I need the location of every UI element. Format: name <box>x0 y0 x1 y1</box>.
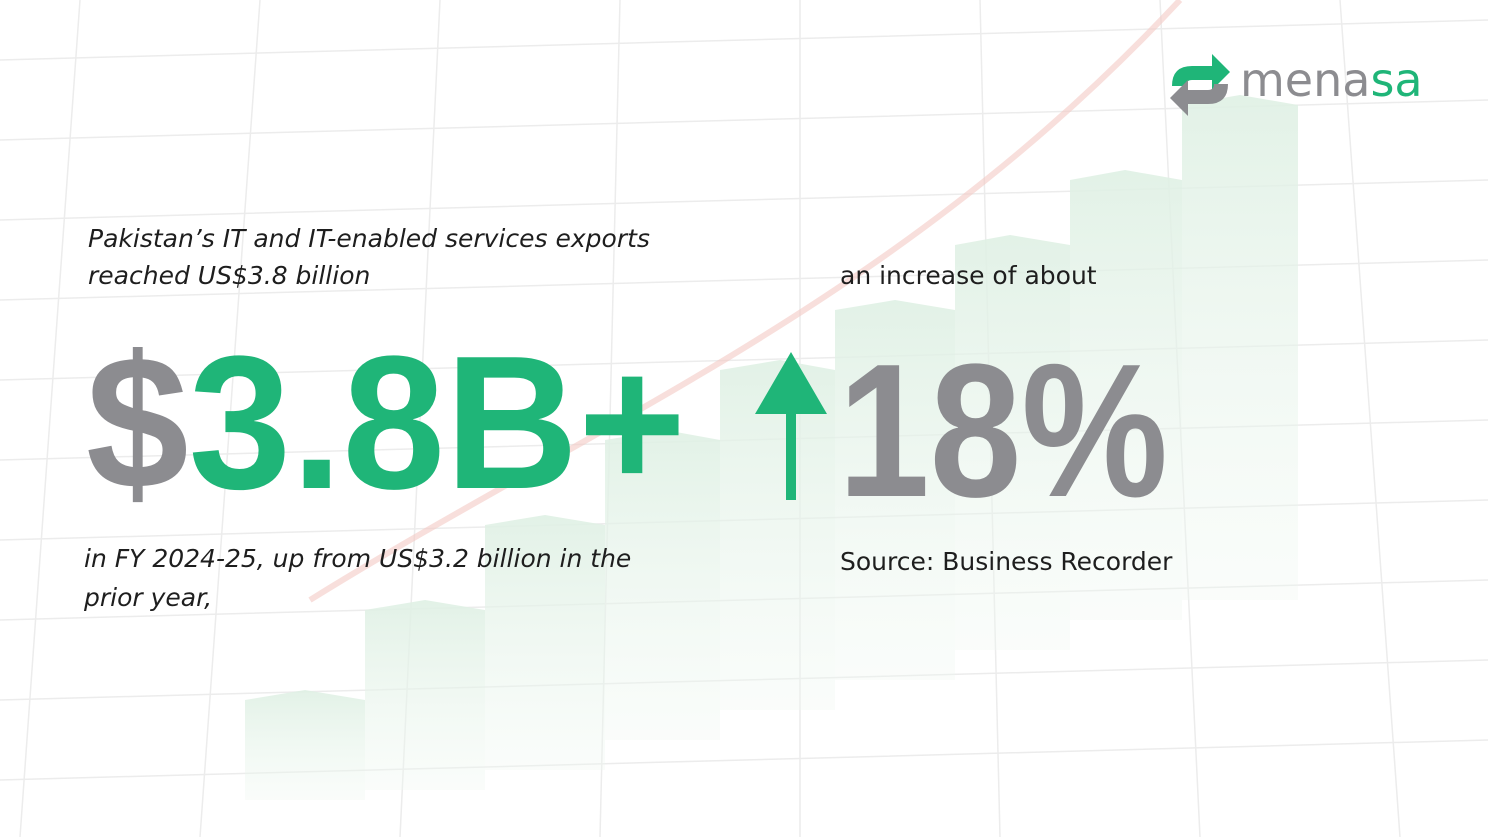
background-trend <box>308 0 1183 603</box>
source: Source: Business Recorder <box>840 547 1173 576</box>
increase-value: 18% <box>838 325 1168 537</box>
intro-line: Pakistan’s IT and IT-enabled services ex… <box>88 224 650 253</box>
logo: menasa <box>1170 53 1423 116</box>
logo-icon-top <box>1172 54 1230 90</box>
detail-line: prior year, <box>83 583 212 612</box>
increase-label: an increase of about <box>840 261 1097 290</box>
logo-text: menasa <box>1240 53 1423 107</box>
logo-icon-bottom <box>1170 80 1228 116</box>
logo-text-accent: sa <box>1370 53 1422 107</box>
up-arrow <box>755 352 827 500</box>
headline-currency: $ <box>86 317 189 529</box>
detail-line: in FY 2024-25, up from US$3.2 billion in… <box>84 544 631 573</box>
background-bars <box>245 95 1298 800</box>
intro-line: reached US$3.8 billion <box>88 261 370 290</box>
logo-text-dark: mena <box>1240 53 1370 107</box>
headline-amount: 3.8B+ <box>189 317 686 529</box>
headline: $3.8B+ <box>86 317 686 529</box>
